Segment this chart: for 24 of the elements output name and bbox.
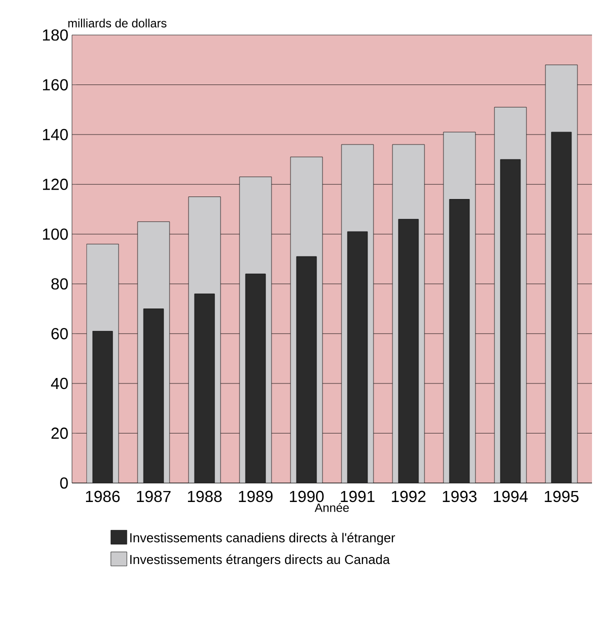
y-tick-label: 180	[42, 29, 68, 41]
x-tick-label: 1986	[86, 490, 120, 502]
y-tick-label: 60	[51, 328, 68, 340]
x-tick-label: 1991	[340, 490, 374, 502]
x-axis-title: Année	[314, 502, 349, 512]
y-axis-title: milliards de dollars	[68, 18, 166, 28]
x-tick-label: 1988	[188, 490, 222, 502]
x-tick-label: 1995	[544, 490, 579, 502]
x-tick-label: 1992	[392, 490, 426, 502]
y-tick-label: 160	[42, 79, 68, 90]
y-tick-label: 0	[60, 477, 68, 489]
y-tick-label: 20	[51, 428, 68, 439]
y-tick-label: 80	[51, 278, 68, 290]
y-tick-label: 40	[51, 378, 68, 390]
x-tick-label: 1989	[238, 490, 273, 502]
y-tick-label: 100	[42, 228, 68, 240]
legend-label: Investissements étrangers directs au Canada	[130, 554, 390, 567]
legend-label: Investissements canadiens directs à l'étranger	[130, 532, 396, 545]
x-tick-label: 1990	[290, 490, 324, 502]
x-tick-label: 1993	[442, 490, 477, 502]
x-tick-label: 1987	[136, 490, 171, 502]
x-tick-label: 1994	[494, 490, 528, 502]
y-tick-label: 120	[42, 178, 68, 190]
y-tick-label: 140	[42, 128, 68, 140]
